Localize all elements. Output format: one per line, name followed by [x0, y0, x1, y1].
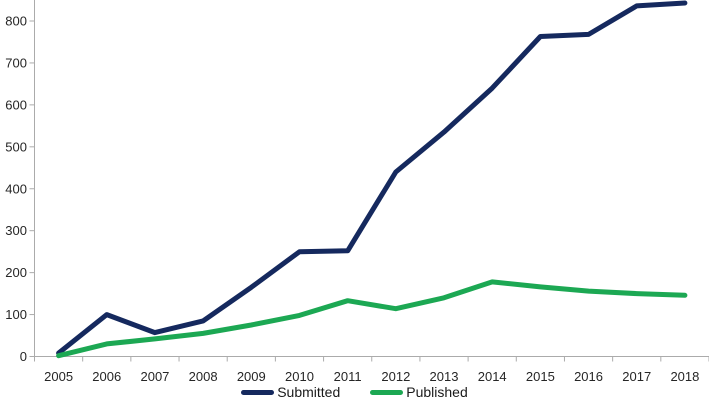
y-axis-label: 400	[5, 181, 27, 196]
submitted-line-swatch	[241, 389, 275, 395]
x-axis-label: 2015	[526, 369, 555, 384]
x-axis-label: 2013	[430, 369, 459, 384]
x-axis-label: 2010	[285, 369, 314, 384]
x-axis-label: 2005	[44, 369, 73, 384]
x-axis-label: 2018	[670, 369, 699, 384]
y-axis-label: 200	[5, 265, 27, 280]
x-axis-label: 2007	[140, 369, 169, 384]
x-axis-label: 2016	[574, 369, 603, 384]
x-axis-label: 2008	[189, 369, 218, 384]
published-line-swatch	[370, 389, 404, 395]
legend-item-submitted: Submitted	[241, 385, 340, 399]
x-axis-label: 2017	[622, 369, 651, 384]
published-line	[56, 279, 688, 359]
y-axis-label: 100	[5, 307, 27, 322]
y-axis-label: 300	[5, 223, 27, 238]
x-axis-label: 2014	[478, 369, 507, 384]
legend: Submitted Published	[0, 385, 709, 399]
y-axis-label: 0	[20, 349, 27, 364]
submitted-line	[56, 0, 688, 356]
y-axis-label: 600	[5, 97, 27, 112]
x-axis-label: 2012	[381, 369, 410, 384]
legend-label-published: Published	[406, 384, 468, 400]
x-axis-label: 2006	[92, 369, 121, 384]
y-axis-label: 500	[5, 139, 27, 154]
x-axis-label: 2011	[334, 369, 362, 384]
x-axis-label: 2009	[237, 369, 266, 384]
y-axis-label: 700	[5, 55, 27, 70]
y-axis-label: 800	[5, 14, 27, 29]
legend-label-submitted: Submitted	[277, 384, 341, 400]
legend-item-published: Published	[370, 385, 468, 399]
